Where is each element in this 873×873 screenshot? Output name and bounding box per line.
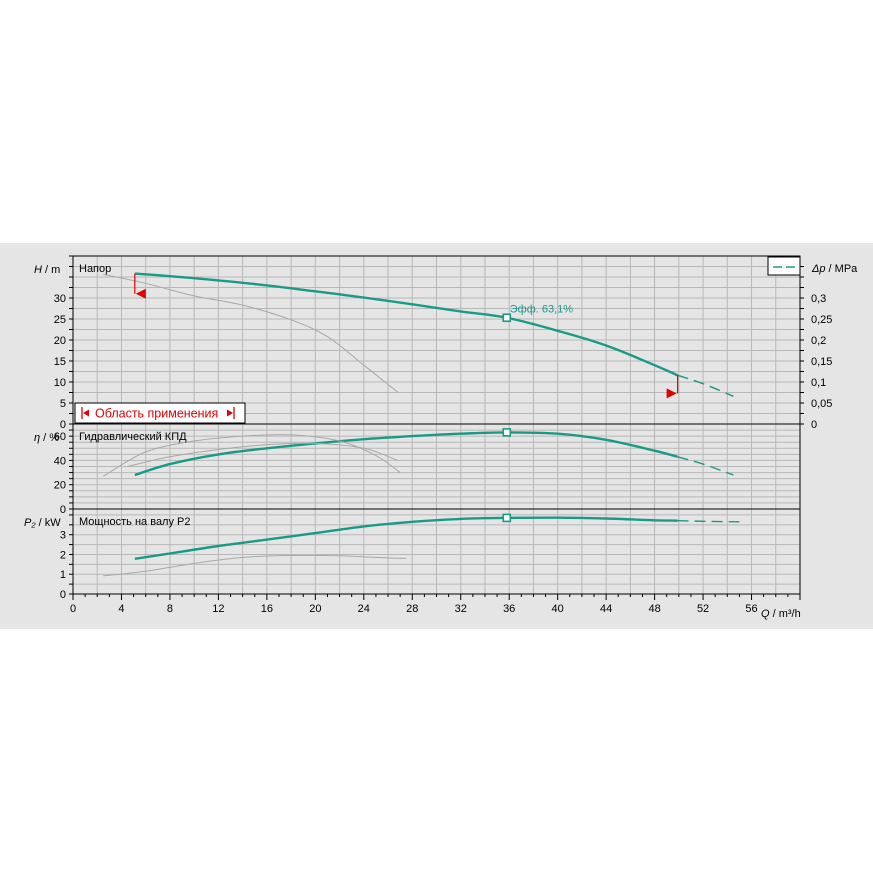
x-tick-label: 24 <box>358 603 370 615</box>
y2-tick-label: 0,1 <box>811 377 826 389</box>
pressure-y2-unit: / MPa <box>826 263 859 275</box>
y-tick-label: 20 <box>54 480 66 492</box>
power-dashed-curve <box>677 520 740 523</box>
head-main-curve <box>134 272 679 377</box>
x-tick-label: 56 <box>745 603 757 615</box>
x-tick-label: 20 <box>309 603 321 615</box>
efficiency-panel-title: Гидравлический КПД <box>79 431 187 443</box>
y-tick-label: 0 <box>60 504 66 516</box>
y-tick-label: 5 <box>60 398 66 410</box>
pressure-y2-symbol: Δp <box>811 263 826 275</box>
x-tick-label: 48 <box>648 603 660 615</box>
head-reference-curve <box>103 274 399 393</box>
power-main-curve <box>134 516 678 560</box>
head-duty-point-marker <box>502 313 512 323</box>
x-axis-unit: / m³/h <box>770 608 801 620</box>
efficiency-y-symbol: η <box>34 432 40 444</box>
application-range-left-arrow <box>83 409 89 417</box>
y-tick-label: 30 <box>54 293 66 305</box>
efficiency-main-curve <box>134 431 678 477</box>
x-tick-label: 52 <box>697 603 709 615</box>
x-tick-label: 12 <box>212 603 224 615</box>
head-y-unit: / m <box>42 264 60 276</box>
power-panel-title: Мощность на валу P2 <box>79 516 191 528</box>
y-tick-label: 40 <box>54 455 66 467</box>
y-tick-label: 60 <box>54 431 66 443</box>
y2-tick-label: 0 <box>811 419 817 431</box>
application-range-frame <box>74 402 246 424</box>
x-tick-label: 44 <box>600 603 612 615</box>
legend <box>767 256 801 276</box>
head-panel-title: Напор <box>79 263 111 275</box>
y-tick-label: 10 <box>54 377 66 389</box>
application-range-box: Область применения <box>74 402 246 424</box>
x-tick-label: 8 <box>167 603 173 615</box>
y-tick-label: 2 <box>60 549 66 561</box>
head-y-symbol: H <box>34 264 42 276</box>
efficiency-y-unit: / % <box>40 432 59 444</box>
range-left-arrow <box>135 288 146 299</box>
y2-tick-label: 0,05 <box>811 398 832 410</box>
head-y-label: H / m <box>34 264 60 276</box>
x-tick-label: 36 <box>503 603 515 615</box>
x-tick-label: 32 <box>455 603 467 615</box>
ticks: 0 4 8 12 16 20 24 28 32 36 40 44 48 52 560510152025300… <box>54 255 832 615</box>
efficiency-y-label: η / % <box>34 432 59 444</box>
curves <box>103 272 740 577</box>
x-tick-label: 16 <box>261 603 273 615</box>
y-tick-label: 15 <box>54 356 66 368</box>
grid <box>73 256 800 594</box>
power-y-unit: / kW <box>36 517 62 529</box>
power-reference-curve <box>103 554 407 577</box>
range-right-arrow <box>666 388 677 399</box>
y2-tick-label: 0,3 <box>811 293 826 305</box>
power-y-symbol: P₂ <box>24 517 36 529</box>
y-tick-label: 1 <box>60 569 66 581</box>
head-dashed-curve <box>677 374 734 397</box>
efficiency-duty-point-marker <box>502 428 512 437</box>
efficiency-dashed-curve <box>677 456 734 476</box>
application-range-label: Область применения <box>95 407 218 421</box>
y-tick-label: 20 <box>54 335 66 347</box>
power-duty-point-marker <box>502 513 512 523</box>
y2-tick-label: 0,2 <box>811 335 826 347</box>
pressure-y2-label: Δp / MPa <box>811 263 858 275</box>
application-range-right-arrow <box>227 409 233 417</box>
y-tick-label: 0 <box>60 419 66 431</box>
x-axis-label: Q / m³/h <box>761 608 801 620</box>
y-tick-label: 0 <box>60 589 66 601</box>
power-y-label: P₂ / kW <box>24 517 61 529</box>
efficiency-reference-curve <box>127 442 398 467</box>
duty-point-efficiency-label: Эфф. 63,1% <box>510 304 574 316</box>
legend-box <box>767 256 801 276</box>
y2-tick-label: 0,15 <box>811 356 832 368</box>
x-axis-symbol: Q <box>761 608 770 620</box>
x-tick-label: 28 <box>406 603 418 615</box>
x-tick-label: 40 <box>552 603 564 615</box>
pump-curve-chart: 0 4 8 12 16 20 24 28 32 36 40 44 48 52 56 0 5 10 15 20 25 30 0… <box>0 243 873 629</box>
y-tick-label: 25 <box>54 314 66 326</box>
efficiency-reference-curve <box>103 434 401 477</box>
x-tick-label: 4 <box>118 603 124 615</box>
y2-tick-label: 0,25 <box>811 314 832 326</box>
x-tick-label: 0 <box>70 603 76 615</box>
pump-curve-svg: 0 4 8 12 16 20 24 28 32 36 40 44 48 52 560510152025300… <box>24 255 858 620</box>
y-tick-label: 3 <box>60 530 66 542</box>
